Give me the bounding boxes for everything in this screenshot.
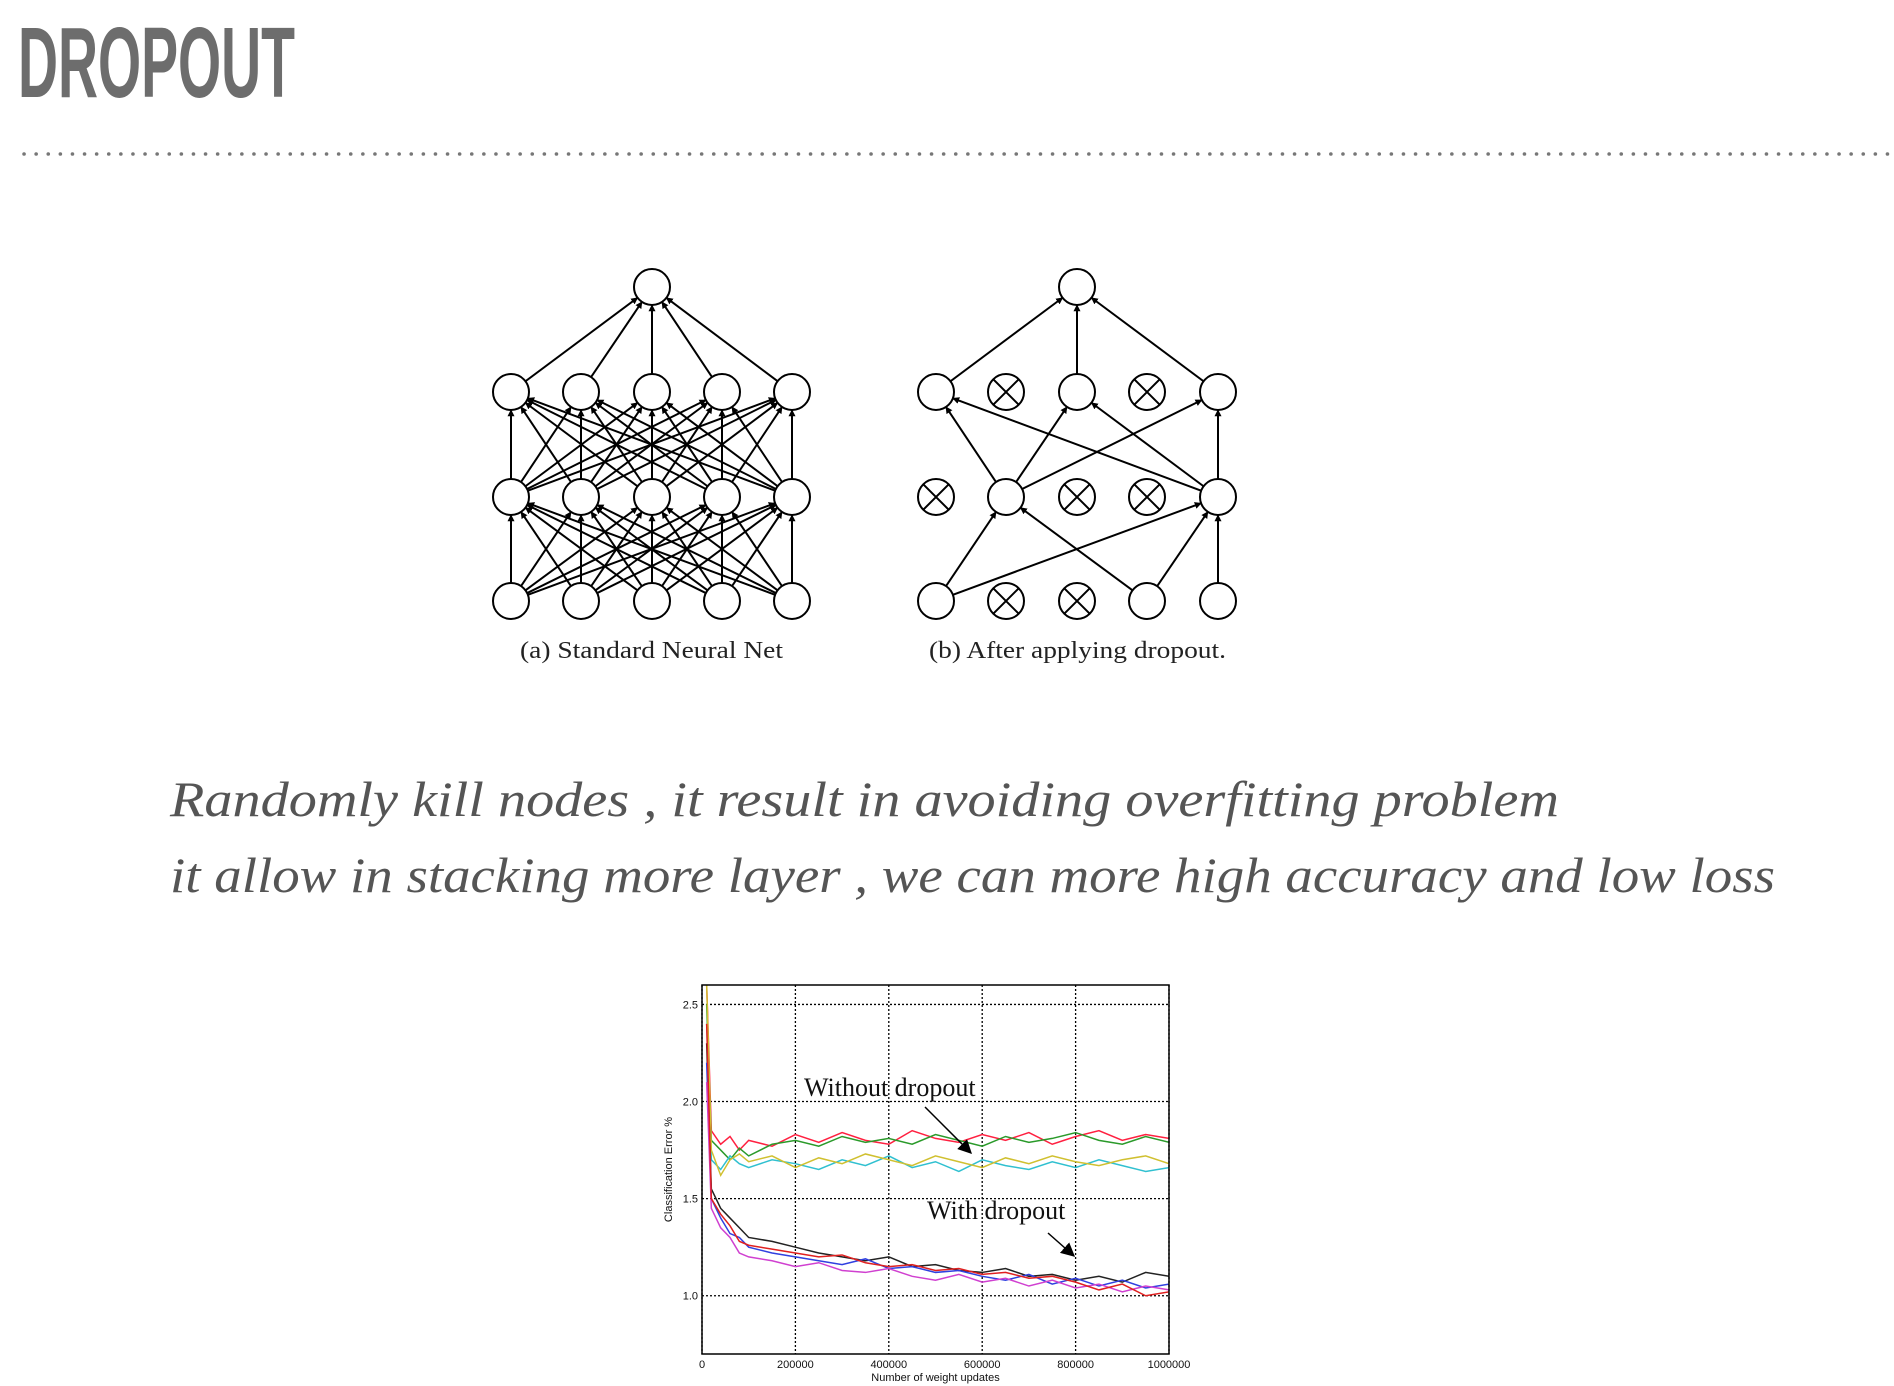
node [492,478,530,516]
y-tick-label: 2.5 [683,999,698,1011]
node [773,478,811,516]
drop-cross [1063,483,1091,511]
node [562,373,600,411]
node [1199,582,1237,620]
node [633,268,671,306]
connection [952,397,1202,492]
annotation-arrow [1047,1232,1076,1257]
node [633,373,671,411]
connection [1156,511,1209,587]
connection [526,399,707,490]
node [703,373,741,411]
connection [520,511,572,587]
node [562,478,600,516]
node [492,582,530,620]
network-diagram [492,268,1237,620]
connection [520,406,572,483]
connection [1021,399,1203,490]
connection [524,401,639,488]
node [773,582,811,620]
connection [945,511,997,587]
connection [1090,401,1205,488]
y-tick-label: 1.0 [683,1291,698,1303]
drop-cross [922,483,950,511]
node [1058,373,1096,411]
x-tick-label: 600000 [964,1359,1001,1371]
node [773,373,811,411]
x-tick-label: 1000000 [1148,1359,1191,1371]
connection [596,504,777,594]
node [492,373,530,411]
series-line [705,985,1169,1178]
body-text: it allow in stacking more layer , we can… [170,847,1775,903]
series-line [705,985,1169,1152]
plot-area [702,985,1169,1354]
series-line [705,1023,1169,1297]
node [1128,582,1166,620]
connection [1019,506,1134,592]
caption: (a) Standard Neural Net [520,638,783,664]
connection [665,296,779,383]
node [703,478,741,516]
annotation-arrow [924,1106,972,1154]
connection [526,504,707,594]
y-tick-label: 1.5 [683,1194,698,1206]
node [1199,478,1237,516]
slide-title: DROPOUT [18,7,295,119]
x-tick-label: 200000 [777,1359,814,1371]
series-line [705,1023,1169,1173]
drop-cross [1133,483,1161,511]
connection [945,406,997,483]
connection [527,397,776,492]
x-tick-label: 0 [699,1359,705,1371]
drop-cross [992,587,1020,615]
connection [524,506,639,592]
body-text: Randomly kill nodes , it result in avoid… [169,771,1559,827]
drop-cross [992,378,1020,406]
annotation: With dropout [927,1196,1066,1225]
series-line [705,1082,1169,1293]
connection [1015,406,1068,483]
connection [949,296,1064,383]
node [633,582,671,620]
node [917,582,955,620]
plot-frame [701,984,1170,1355]
connection [661,301,713,378]
drop-cross [1133,378,1161,406]
node [917,373,955,411]
series-line [705,1004,1169,1161]
connection [524,296,639,383]
connection [731,406,783,483]
node [562,582,600,620]
caption: (b) After applying dropout. [929,638,1226,664]
x-tick-label: 400000 [870,1359,907,1371]
node [987,478,1025,516]
connection [1090,296,1205,383]
connection [590,301,643,378]
connection [665,401,779,488]
node [1199,373,1237,411]
node [633,478,671,516]
drop-cross [1063,587,1091,615]
connection [665,506,779,592]
y-axis-label: Classification Error % [663,1117,675,1222]
series-line [705,1062,1169,1289]
connection [731,511,783,587]
connection [527,502,776,596]
node [1058,268,1096,306]
x-tick-label: 800000 [1057,1359,1094,1371]
y-tick-label: 2.0 [683,1097,698,1109]
chart: 1.0 1.5 2.0 2.5 0 200000 400000 600000 800000 100… [663,984,1191,1384]
connection [596,399,777,490]
annotation: Without dropout [804,1073,976,1102]
node [703,582,741,620]
x-axis-label: Number of weight updates [871,1372,1000,1384]
